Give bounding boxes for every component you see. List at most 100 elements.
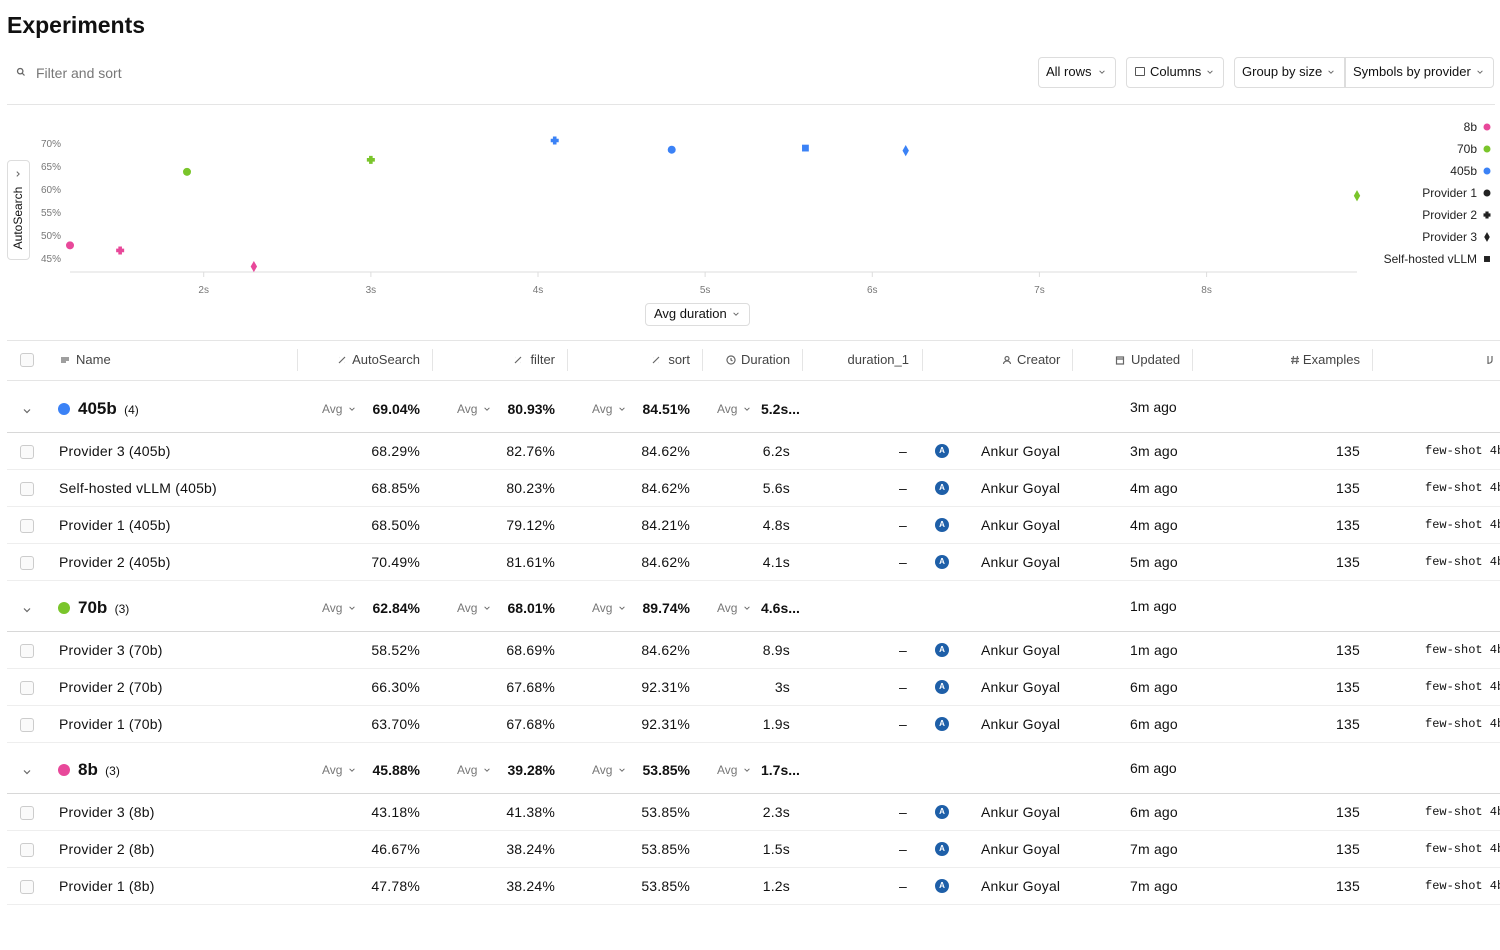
dropdown-chevron: [1328, 70, 1334, 74]
avg-dropdown[interactable]: [743, 766, 751, 774]
avg-dropdown[interactable]: [483, 405, 491, 413]
toolbar-button[interactable]: [1234, 57, 1345, 88]
avg-dropdown[interactable]: [348, 405, 356, 413]
avg-label: Avg: [592, 601, 613, 615]
cell: 63.70%: [371, 716, 420, 732]
divider: [7, 705, 1500, 706]
icon-path: [23, 409, 31, 414]
column-divider: [1372, 349, 1373, 371]
y-axis-label: AutoSearch: [11, 186, 25, 250]
divider: [7, 793, 1500, 794]
cell: Provider 3 (8b): [59, 804, 155, 820]
cell: 135: [1336, 679, 1360, 695]
avg-dropdown[interactable]: [743, 405, 751, 413]
avg-label: Avg: [322, 763, 343, 777]
cell-tag: few-shot 4b: [1425, 717, 1500, 731]
search-input: Filter and sort: [36, 65, 122, 81]
checkbox[interactable]: [20, 556, 34, 570]
toolbar-button[interactable]: [1126, 57, 1224, 88]
cell: 5.6s: [762, 480, 790, 496]
checkbox[interactable]: [20, 718, 34, 732]
scatter-point: [116, 246, 125, 255]
creator-avatar: A: [935, 518, 949, 532]
dropdown-chevron: [1477, 70, 1483, 74]
cell: 135: [1336, 841, 1360, 857]
avg-dropdown[interactable]: [348, 604, 356, 612]
avg-dropdown[interactable]: [348, 766, 356, 774]
group-collapse-toggle[interactable]: [22, 406, 32, 416]
scatter-point: [183, 167, 191, 176]
group-updated: 3m ago: [1130, 399, 1177, 415]
scatter-chart: 2s 3s 4s 5s 6s 7s 8s 45% 50% 55% 60% 65% 70% 8b 70b 405…: [41, 120, 1491, 296]
checkbox[interactable]: [20, 806, 34, 820]
checkbox[interactable]: [20, 519, 34, 533]
checkbox[interactable]: [20, 445, 34, 459]
avg-dropdown[interactable]: [483, 766, 491, 774]
icon-path: [61, 357, 69, 363]
checkbox[interactable]: [20, 681, 34, 695]
avg-dropdown[interactable]: [743, 604, 751, 612]
avg-dropdown[interactable]: [618, 766, 626, 774]
cell: 4m ago: [1130, 480, 1178, 496]
cell: 38.24%: [506, 878, 555, 894]
checkbox[interactable]: [20, 843, 34, 857]
cell: 1.2s: [762, 878, 790, 894]
cell: 82.76%: [506, 443, 555, 459]
icon-path: [652, 356, 660, 364]
y-axis-selector[interactable]: [7, 160, 30, 260]
legend-label: Provider 2: [1422, 208, 1477, 222]
toolbar-button[interactable]: [1345, 57, 1494, 88]
column-icon: [1291, 355, 1299, 365]
avg-dropdown[interactable]: [618, 604, 626, 612]
cell-tag: few-shot 4b: [1425, 842, 1500, 856]
avg-dropdown[interactable]: [618, 405, 626, 413]
cell: 135: [1336, 554, 1360, 570]
avg-label: Avg: [322, 402, 343, 416]
checkbox[interactable]: [20, 353, 34, 367]
cell: 6.2s: [762, 443, 790, 459]
column-header: duration_1: [847, 352, 909, 367]
toolbar-button[interactable]: [1038, 57, 1116, 88]
page-title: Experiments: [7, 12, 146, 38]
scatter-point: [366, 155, 375, 164]
cell: Ankur Goyal: [981, 716, 1061, 732]
cell: Ankur Goyal: [981, 554, 1061, 570]
cell: 84.62%: [641, 443, 690, 459]
icon-path: [1115, 356, 1125, 365]
cell: 92.31%: [641, 716, 690, 732]
cell-tag: few-shot 4b: [1425, 805, 1500, 819]
cell: 2.3s: [762, 804, 790, 820]
checkbox[interactable]: [20, 482, 34, 496]
group-collapse-toggle[interactable]: [22, 605, 32, 615]
column-header: AutoSearch: [352, 352, 420, 367]
cell: 67.68%: [506, 716, 555, 732]
column-divider: [432, 349, 433, 371]
column-icon: [726, 355, 736, 365]
cell: 68.85%: [371, 480, 420, 496]
toolbar-button-label: Symbols by provider: [1353, 64, 1471, 79]
creator-avatar: A: [935, 680, 949, 694]
column-icon: [1002, 355, 1012, 365]
scatter-point: [250, 260, 258, 273]
icon-path: [1477, 70, 1483, 74]
checkbox[interactable]: [20, 644, 34, 658]
group-color-dot: [58, 602, 70, 614]
column-header: sort: [668, 352, 690, 367]
cell: 53.85%: [641, 841, 690, 857]
legend-swatch: [1483, 145, 1491, 153]
avg-dropdown[interactable]: [483, 604, 491, 612]
divider: [7, 668, 1500, 669]
cell: 70.49%: [371, 554, 420, 570]
cell: 81.61%: [506, 554, 555, 570]
group-collapse-toggle[interactable]: [22, 767, 32, 777]
x-axis-selector[interactable]: [645, 303, 750, 326]
group-avg: 1.7s...: [761, 762, 800, 778]
y-axis-chevron: [16, 171, 20, 177]
checkbox[interactable]: [20, 880, 34, 894]
column-header: Updated: [1131, 352, 1181, 367]
column-icon: [61, 357, 69, 363]
cell: 3s: [774, 679, 790, 695]
y-tick-label: 50%: [41, 231, 61, 242]
column-icon: [652, 356, 660, 364]
cell-tag: few-shot 4b: [1425, 518, 1500, 532]
